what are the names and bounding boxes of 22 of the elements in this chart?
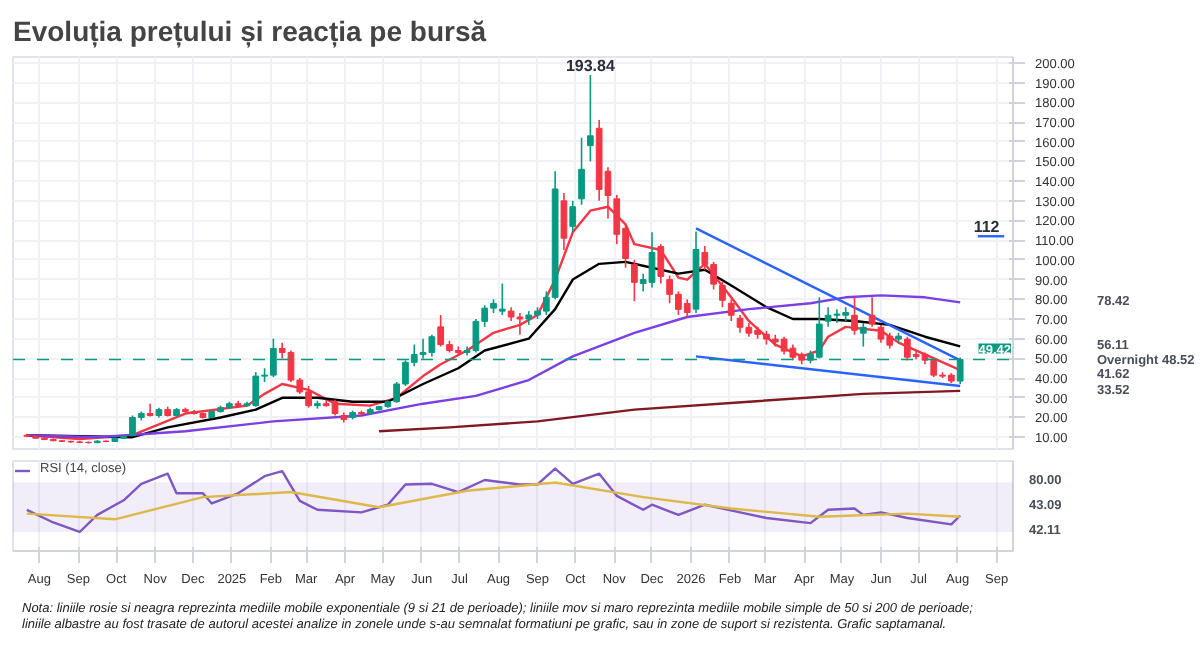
- line-series: [377, 389, 962, 433]
- candlestick: [833, 308, 841, 324]
- line-series: [25, 294, 962, 439]
- candlestick: [146, 402, 154, 418]
- candlestick: [657, 243, 665, 285]
- candlestick: [851, 296, 858, 336]
- candlestick: [569, 200, 577, 234]
- candlestick: [868, 296, 876, 328]
- candlestick: [516, 312, 524, 336]
- annotation: 112: [973, 218, 1001, 237]
- candlestick: [587, 74, 594, 163]
- chart-title: Evoluția prețului și reacția pe bursă: [13, 15, 487, 49]
- candlestick: [648, 231, 656, 289]
- candlestick: [437, 314, 445, 348]
- annotation: 193.84: [565, 57, 616, 76]
- candlestick: [578, 136, 585, 206]
- candlestick: [631, 259, 638, 303]
- candlestick: [727, 298, 735, 322]
- candlestick: [824, 306, 832, 328]
- candlestick: [498, 282, 506, 316]
- candlestick: [719, 280, 726, 308]
- candlestick: [859, 322, 867, 348]
